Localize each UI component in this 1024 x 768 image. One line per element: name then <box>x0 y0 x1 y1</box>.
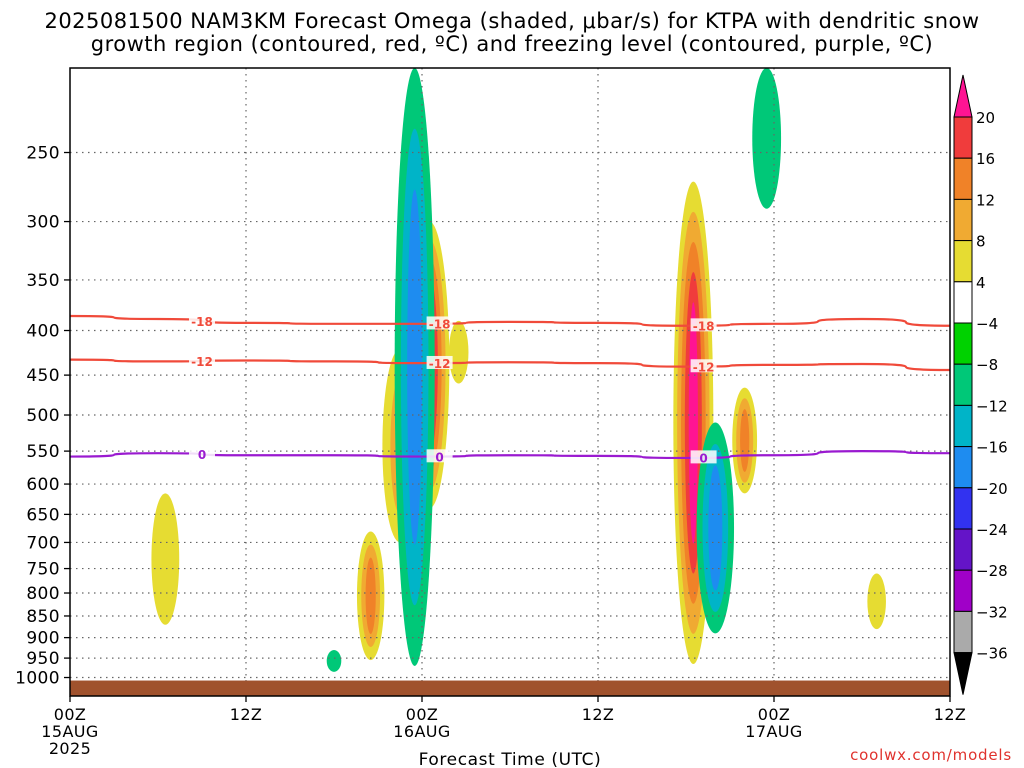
omega-cell-5-level-4 <box>448 320 469 384</box>
colorbar-label-16: 16 <box>976 150 995 168</box>
omega-cell-8-level--16 <box>708 465 723 591</box>
y-tick-label-400: 400 <box>26 322 60 342</box>
y-tick-label-950: 950 <box>26 649 60 669</box>
colorbar-label--28: −28 <box>976 562 1008 580</box>
y-tick-label-900: 900 <box>26 629 60 649</box>
x-tick-label-60-0: 12Z <box>934 705 967 724</box>
contour-label--12-0: -12 <box>191 355 213 369</box>
x-tick-label-24-1: 16AUG <box>393 722 450 741</box>
colorbar-label-20: 20 <box>976 109 995 127</box>
omega-cell-0-level-4 <box>151 493 180 625</box>
y-tick-label-500: 500 <box>26 406 60 426</box>
contour-label-bg-0-1 <box>426 449 453 463</box>
x-tick-label-48-1: 17AUG <box>745 722 802 741</box>
colorbar-label--12: −12 <box>976 397 1008 415</box>
colorbar-label--4: −4 <box>976 315 998 333</box>
omega-cell-9-level-12 <box>740 409 750 472</box>
colorbar-label--20: −20 <box>976 480 1008 498</box>
y-tick-label-800: 800 <box>26 584 60 604</box>
x-tick-label-48-0: 00Z <box>758 705 791 724</box>
x-axis-label: Forecast Time (UTC) <box>419 750 602 768</box>
y-tick-label-750: 750 <box>26 560 60 580</box>
y-tick-label-450: 450 <box>26 366 60 386</box>
y-axis: 2503003504004505005506006507007508008509… <box>15 144 70 689</box>
omega-cell-11-level-4 <box>867 573 886 630</box>
colorbar-box-10 <box>953 487 973 530</box>
colorbar-box-2 <box>953 157 973 200</box>
x-tick-label-36-0: 12Z <box>582 705 615 724</box>
x-tick-label-24-0: 00Z <box>406 705 439 724</box>
colorbar-bottom-triangle <box>953 652 973 695</box>
colorbar-label--36: −36 <box>976 645 1008 663</box>
plot-frame <box>69 67 951 697</box>
contour-label-bg--12-0 <box>189 353 215 367</box>
contour-label--12-1: -12 <box>429 357 451 371</box>
x-tick-label-0-0: 00Z <box>54 705 87 724</box>
colorbar-label-4: 4 <box>976 274 986 292</box>
y-tick-label-850: 850 <box>26 607 60 627</box>
colorbar-box-6 <box>953 322 973 365</box>
contour-label--12-2: -12 <box>693 360 715 374</box>
contour-label--18-1: -18 <box>429 317 451 331</box>
omega-cell-1-level-12 <box>365 557 376 634</box>
colorbar-box-7 <box>953 363 973 406</box>
contour-label-bg-0-0 <box>189 447 215 461</box>
colorbar-box-5 <box>953 281 973 324</box>
colorbar-label-8: 8 <box>976 233 986 251</box>
colorbar-box-4 <box>953 240 973 283</box>
colorbar-label--8: −8 <box>976 356 998 374</box>
y-tick-label-1000: 1000 <box>15 669 60 689</box>
colorbar: 20 16 12 8 4 −4 −8 −12 −16 −20 −24 −28 −32 −36 <box>953 74 1008 695</box>
colorbar-box-13 <box>953 610 973 654</box>
y-tick-label-550: 550 <box>26 442 60 462</box>
omega-cell-10-level--8 <box>752 68 782 209</box>
y-tick-label-700: 700 <box>26 533 60 553</box>
colorbar-box-3 <box>953 198 973 242</box>
colorbar-box-11 <box>953 528 973 571</box>
contour-label-bg--12-2 <box>690 359 717 373</box>
plot-background <box>70 68 950 696</box>
contour-label--18-0: -18 <box>191 315 213 329</box>
chart-title-line-2: growth region (contoured, red, ºC) and f… <box>90 32 934 56</box>
y-tick-label-350: 350 <box>26 271 60 291</box>
colorbar-label-12: 12 <box>976 191 995 209</box>
omega-cell-7-level-20 <box>688 302 698 544</box>
colorbar-box-8 <box>953 404 973 448</box>
contour-label--18-2: -18 <box>693 319 715 333</box>
terrain-band <box>70 680 950 696</box>
omega-cell-4-level--16 <box>407 189 423 545</box>
colorbar-box-9 <box>953 446 973 489</box>
x-tick-label-12-0: 12Z <box>230 705 263 724</box>
contour-label-bg--18-2 <box>690 318 717 332</box>
y-tick-label-650: 650 <box>26 505 60 525</box>
y-tick-label-250: 250 <box>26 144 60 164</box>
contour-label-bg--18-0 <box>189 313 215 327</box>
contour-label-0-2: 0 <box>699 451 707 465</box>
contour-label-bg--12-1 <box>426 355 453 369</box>
omega-cell-6-level--8 <box>326 650 342 672</box>
contour-label-bg--18-1 <box>426 316 453 330</box>
x-tick-label-0-1: 15AUG <box>41 722 98 741</box>
colorbar-label--24: −24 <box>976 521 1008 539</box>
chart-title-line-1: 2025081500 NAM3KM Forecast Omega (shaded… <box>44 9 980 33</box>
y-tick-label-600: 600 <box>26 475 60 495</box>
x-tick-label-0-2: 2025 <box>49 739 91 758</box>
y-tick-label-300: 300 <box>26 213 60 233</box>
credit-text: coolwx.com/models <box>850 746 1012 764</box>
colorbar-label--16: −16 <box>976 439 1008 457</box>
contour-label-bg-0-2 <box>690 450 717 464</box>
colorbar-box-12 <box>953 569 973 612</box>
grid-lines <box>70 68 950 696</box>
colorbar-top-triangle <box>953 74 973 118</box>
contour-label-0-0: 0 <box>198 448 206 462</box>
temperature-contours: -18 -18 -18 -12 -12 -12 0 0 0 <box>70 313 950 465</box>
colorbar-label--32: −32 <box>976 603 1008 621</box>
contour-label-0-1: 0 <box>435 450 443 464</box>
colorbar-box-1 <box>953 116 973 159</box>
